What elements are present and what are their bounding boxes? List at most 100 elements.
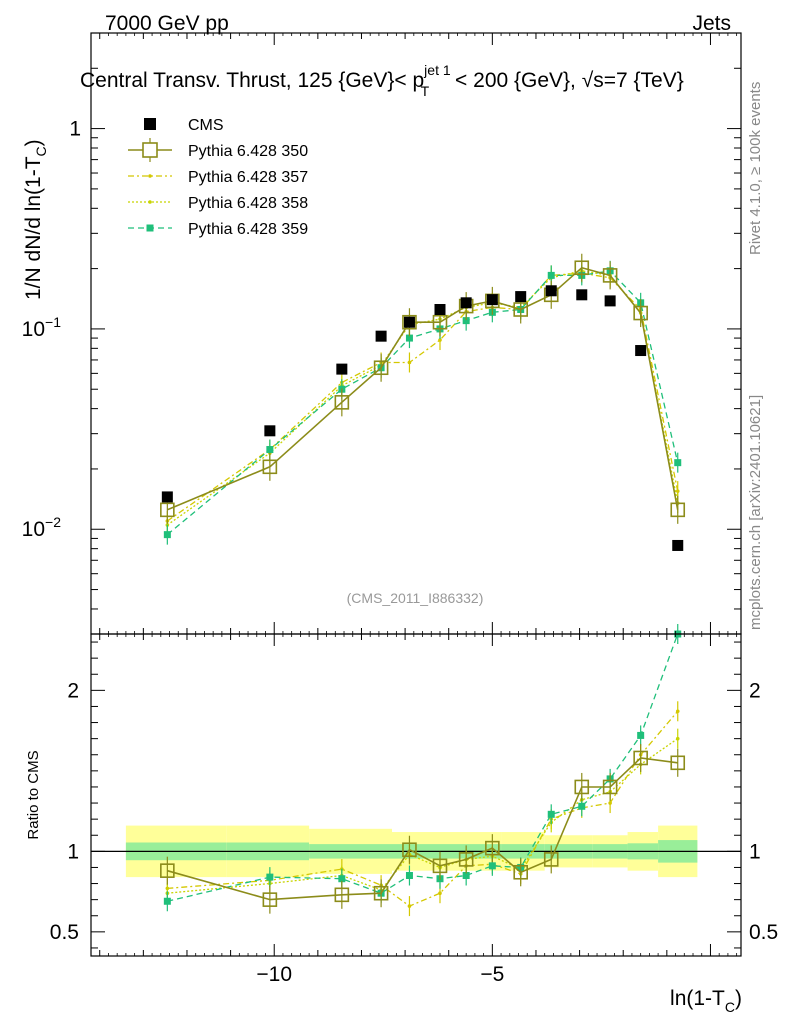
main-marker-cms [672,539,684,551]
main-marker-cms [434,304,446,316]
main-marker-p357 [675,489,680,493]
main-y-tick-label: 10−2 [22,514,62,541]
main-marker-cms [576,289,588,301]
main-marker-p350 [633,305,648,321]
main-line-p359 [166,270,679,536]
main-marker-p359 [405,334,413,342]
main-marker-cms [336,363,348,375]
main-marker-p350 [432,314,448,330]
main-line-p358 [166,270,679,526]
title-sub: T [421,83,430,99]
ratio-marker-p359 [578,802,586,810]
legend-marker-p350 [142,142,158,158]
analysis-watermark: (CMS_2011_I886332) [347,590,484,606]
title-sup: jet 1 [423,62,451,78]
ratio-marker-p350 [334,887,350,903]
ratio-line-p358 [167,738,679,894]
main-panel-content [160,253,686,551]
main-marker-p359 [462,317,470,325]
ratio-marker-p359 [547,810,555,818]
main-marker-p359 [163,531,171,539]
main-marker-p350 [602,268,618,283]
main-ylabel-end: ) [22,139,45,146]
main-y-tick-label: 1 [69,118,81,141]
ratio-marker-p358 [675,736,680,741]
tick-exponent: −2 [45,514,61,530]
legend: CMS Pythia 6.428 350 Pythia 6.428 357 Pythi… [128,117,308,238]
legend-label-p350: Pythia 6.428 350 [188,143,308,160]
ratio-marker-p359 [637,731,645,739]
xlabel-sub: C [725,999,735,1015]
main-marker-p359 [547,271,555,279]
ratio-frame [90,633,742,957]
main-marker-cms [460,297,472,309]
ratio-marker-p350 [160,863,175,878]
ratio-marker-p359 [163,897,171,905]
ratio-marker-p350 [262,892,278,907]
main-line-p357 [166,272,679,522]
ratio-marker-p350 [485,840,500,856]
legend-label-p358: Pythia 6.428 358 [188,195,308,212]
main-marker-cms [264,425,276,437]
energy-label: 7000 GeV pp [105,12,229,35]
ratio-marker-p350 [602,779,618,795]
ratio-marker-p350 [373,885,389,901]
legend-label-p359: Pythia 6.428 359 [188,221,308,238]
main-marker-p350 [402,314,417,330]
main-marker-cms [403,316,415,328]
title-sqrt: √s [582,69,604,92]
tick-exponent: −1 [45,314,61,330]
main-marker-p350 [574,260,590,276]
ratio-ylabel: Ratio to CMS [25,750,42,839]
main-marker-cms [515,291,527,303]
main-marker-p350 [262,459,278,475]
ratio-line-p357 [167,710,679,907]
main-marker-p350 [513,302,528,317]
title-part2: < 200 {GeV}, [449,69,582,92]
legend-marker-p358 [148,200,152,204]
x-tick-label: −10 [256,963,292,986]
ratio-marker-p357 [438,891,442,896]
ratio-line-p359 [167,633,679,902]
tick-base: 10 [22,518,45,541]
x-tick-label: −5 [480,963,504,986]
process-label: Jets [692,12,731,35]
ratio-marker-p350 [543,852,559,867]
ratio-y-tick-label-right: 0.5 [749,921,778,944]
rivet-label: Rivet 4.1.0, ≥ 100k events [747,82,764,255]
ratio-marker-p357 [407,904,412,908]
ratio-marker-p350 [513,864,528,880]
tick-base: 10 [22,318,45,341]
main-marker-p350 [160,502,175,518]
ratio-marker-p359 [266,873,274,881]
main-marker-cms [486,294,498,306]
main-y-tick-label: 10−1 [22,314,62,341]
ratio-y-tick-label: 0.5 [50,921,79,944]
ratio-marker-p350 [574,779,590,795]
ratio-marker-p357 [675,709,680,714]
legend-marker-p357 [148,174,152,178]
ratio-y-tick-label: 1 [67,840,79,863]
main-marker-cms [635,345,647,357]
plot-title: Central Transv. Thrust, 125 {GeV}< pjet … [80,62,684,99]
ratio-panel-content [91,624,741,917]
ratio-marker-p350 [402,842,417,858]
main-marker-p357 [438,338,442,342]
ratio-y-tick-label-right: 1 [749,840,761,863]
main-marker-cms [375,330,387,342]
main-marker-cms [161,491,173,503]
main-marker-p359 [674,459,682,467]
title-part1: Central Transv. Thrust, 125 {GeV}< p [80,69,424,92]
xlabel-text: ln(1-T [670,987,725,1010]
main-marker-cms [604,295,616,307]
mcplots-label: mcplots.cern.ch [arXiv:2401.10621] [747,395,764,630]
x-axis-label: ln(1-TC) [670,987,742,1015]
legend-label-p357: Pythia 6.428 357 [188,169,308,186]
ratio-marker-p359 [338,875,346,883]
legend-marker-p359 [146,224,154,232]
main-marker-p350 [334,395,350,410]
main-marker-p357 [407,360,412,365]
ratio-marker-p359 [488,862,496,870]
